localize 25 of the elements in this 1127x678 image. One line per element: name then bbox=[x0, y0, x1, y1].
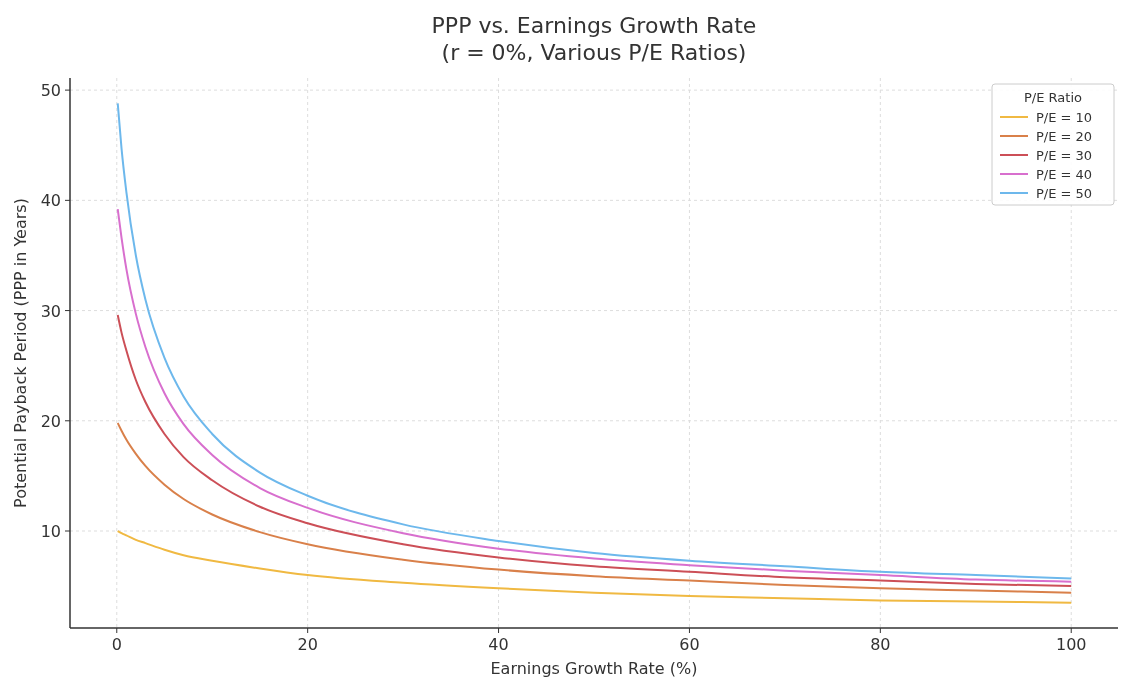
x-axis-title: Earnings Growth Rate (%) bbox=[490, 659, 698, 678]
chart-title: PPP vs. Earnings Growth Rate (r = 0%, Various P/E Ratios) bbox=[431, 13, 757, 65]
line-series bbox=[116, 208, 1073, 583]
y-tick-label: 40 bbox=[40, 191, 61, 211]
legend-label: P/E = 10 bbox=[1036, 110, 1093, 125]
legend-label: P/E = 40 bbox=[1036, 167, 1093, 182]
line-series bbox=[116, 102, 1073, 580]
y-tick-label: 30 bbox=[40, 301, 61, 321]
y-tick-label: 20 bbox=[40, 411, 61, 431]
line-series bbox=[116, 421, 1073, 594]
legend-label: P/E = 50 bbox=[1036, 186, 1093, 201]
y-tick-label: 10 bbox=[40, 522, 61, 542]
line-series bbox=[116, 530, 1073, 604]
x-tick-label: 0 bbox=[111, 635, 122, 654]
x-tick-label: 100 bbox=[1055, 635, 1087, 654]
legend-label: P/E = 30 bbox=[1036, 148, 1093, 163]
x-tick-label: 60 bbox=[679, 635, 700, 654]
line-series bbox=[116, 313, 1073, 588]
y-tick-label: 50 bbox=[40, 81, 61, 101]
legend-title: P/E Ratio bbox=[1024, 90, 1083, 105]
y-axis-title: Potential Payback Period (PPP in Years) bbox=[11, 198, 30, 508]
x-tick-label: 80 bbox=[870, 635, 891, 654]
x-tick-label: 20 bbox=[297, 635, 318, 654]
x-tick-label: 40 bbox=[488, 635, 509, 654]
legend-label: P/E = 20 bbox=[1036, 129, 1093, 144]
